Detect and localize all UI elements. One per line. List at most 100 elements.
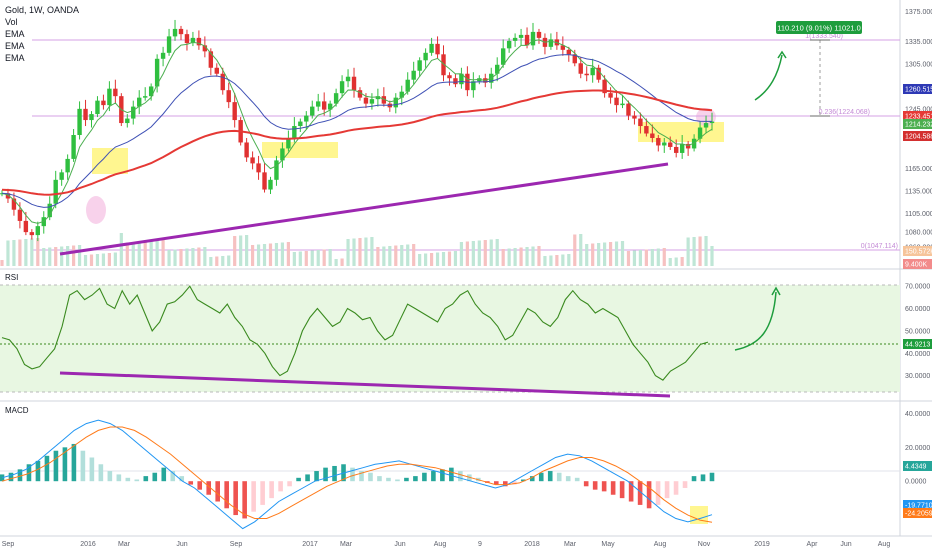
time-tick: May [601,541,615,548]
projection-arrow [754,54,783,101]
time-tick: 2018 [524,541,540,548]
candle-body [405,79,410,92]
price-tick: 1245.000 [905,106,932,113]
rsi-axis[interactable]: 70.0000 60.0000 50.0000 40.0000 30.0000 44.92… [903,284,932,380]
volume-bars [0,233,714,266]
macd-bar [413,476,418,482]
candle-body [137,97,142,107]
macd-tag [903,508,932,518]
indicator-ema-1[interactable]: EMA [5,29,25,39]
volume-bar [298,251,302,266]
volume-bar [119,233,123,266]
macd-bar [350,467,355,482]
time-tick: Jun [394,541,405,548]
rsi-tag-label: 44.9213 [905,342,930,349]
volume-bar [388,246,392,266]
volume-bar [352,238,356,266]
highlight-zone-2017 [262,142,338,158]
volume-bar [89,254,94,266]
price-pane[interactable] [0,0,900,268]
volume-bar [167,250,171,266]
macd-bar [179,476,185,482]
macd-bar [646,481,652,509]
volume-bar [262,244,267,266]
indicator-ema-3[interactable]: EMA [5,53,25,63]
price-trendline[interactable] [59,162,669,256]
volume-bar [656,248,660,266]
candle-body [148,86,154,97]
candle-body [95,100,100,115]
volume-bar [567,254,571,266]
volume-bar [364,237,368,266]
volume-bar [549,255,553,266]
macd-tag-label: -24.2059 [905,511,932,518]
macd-bar [583,481,589,487]
candle-body [369,99,375,104]
rsi-label[interactable]: RSI [5,273,19,282]
macd-line[interactable] [1,419,713,530]
volume-bar [382,246,386,266]
candle-body [709,121,715,124]
candle-body [59,172,64,180]
macd-bar [98,464,104,482]
rsi-tick: 70.0000 [905,284,930,291]
price-axis[interactable]: 1375.0001335.0001305.0001275.0001245.000… [905,9,932,251]
signal-line[interactable] [1,426,713,523]
indicator-ema-2[interactable]: EMA [5,41,25,51]
macd-bar [619,481,625,499]
macd-bar [467,474,472,482]
candle-body [5,193,11,199]
volume-bar [608,242,613,266]
volume-bar [698,236,702,266]
macd-bar [574,477,580,482]
volume-bar [346,239,350,266]
ema-fast-line[interactable] [1,39,713,224]
macd-bar [601,481,607,492]
time-axis[interactable]: Sep 2016 Mar Jun Sep 2017 Mar Jun Aug 9 2018 Mar May… [2,541,891,548]
candle-body [703,123,709,128]
volume-bar [12,240,16,266]
arrow-head-icon [771,286,781,296]
macd-bar [242,481,247,519]
rsi-projection-arrow [734,291,777,351]
macd-label[interactable]: MACD [5,406,29,415]
volume-bar [418,254,422,266]
candle-body [363,97,369,104]
macd-tick: 40.0000 [905,411,930,418]
macd-bar [8,472,14,482]
macd-tag [903,461,932,471]
candle-body [512,37,518,41]
candle-body [500,48,506,65]
candle-body [310,106,315,116]
candle-body [101,100,106,106]
symbol-title[interactable]: Gold, 1W, OANDA [5,5,80,15]
rsi-band [0,285,900,392]
indicator-vol[interactable]: Vol [5,17,18,27]
candle-body [321,101,327,110]
macd-bar [565,476,571,482]
candle-body [190,37,196,44]
ema-mid-line[interactable] [1,54,712,208]
measure-box[interactable] [776,21,862,34]
ema-slow-line[interactable] [1,89,713,196]
volume-bar [173,249,177,266]
volume-bar [710,246,714,266]
volume-bar [137,242,141,266]
volume-bar [256,244,261,266]
candle-body [638,118,643,127]
volume-bar [77,245,82,266]
rsi-line[interactable] [1,285,709,381]
volume-bar [227,255,231,266]
candle-body [113,88,118,97]
rsi-trendline[interactable] [59,371,671,398]
candle-body [596,67,601,80]
candle-body [65,158,70,173]
macd-bar [700,474,706,482]
measure-label: 110.210 (9.01%) 11021.0 [777,24,861,33]
candle-body [89,114,94,121]
candle-body [83,108,88,121]
macd-axis[interactable]: 40.000020.00000.0000-20.00004.4349-19.77… [903,411,932,520]
price-tag-label: 1260.515 [905,87,932,94]
volume-bar [268,243,273,266]
